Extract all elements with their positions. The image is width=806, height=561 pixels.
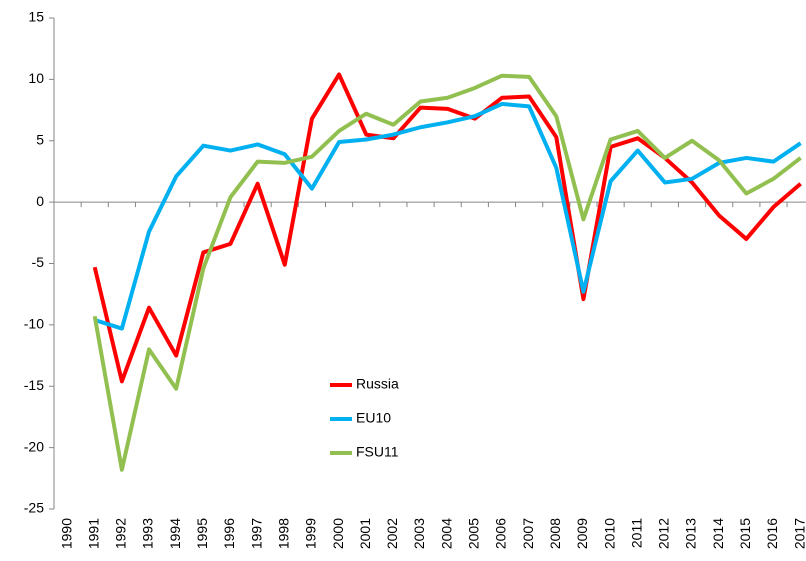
x-tick-label: 1995 xyxy=(194,518,210,549)
x-tick-label: 1999 xyxy=(303,518,319,549)
x-tick-label: 2009 xyxy=(574,518,590,549)
x-tick-label: 2003 xyxy=(411,518,427,549)
x-tick-label: 2013 xyxy=(683,518,699,549)
x-tick-label: 2005 xyxy=(466,518,482,549)
x-tick-label: 1992 xyxy=(113,518,129,549)
x-tick-label: 1993 xyxy=(140,518,156,549)
series-line xyxy=(94,101,802,331)
x-tick-label: 1994 xyxy=(167,518,183,549)
x-tick-label: 2015 xyxy=(737,518,753,549)
x-tick-label: 1998 xyxy=(275,518,291,549)
x-tick-label: 2006 xyxy=(493,518,509,549)
x-tick-label: 2004 xyxy=(438,518,454,549)
y-tick-label: -5 xyxy=(32,254,45,270)
y-tick-label: -10 xyxy=(24,316,44,332)
y-tick-label: 15 xyxy=(28,9,44,25)
x-tick-label: 2012 xyxy=(656,518,672,549)
y-tick-label: -15 xyxy=(24,377,44,393)
y-tick-label: 10 xyxy=(28,70,44,86)
x-tick-label: 2011 xyxy=(628,518,644,548)
x-tick-label: 1990 xyxy=(58,518,74,549)
legend-label: FSU11 xyxy=(356,444,399,460)
x-tick-label: 2000 xyxy=(330,518,346,549)
x-tick-label: 2016 xyxy=(764,518,780,549)
y-tick-label: -20 xyxy=(24,438,44,454)
x-tick-label: 1996 xyxy=(221,518,237,549)
y-tick-label: 0 xyxy=(36,193,44,209)
x-tick-label: 2017 xyxy=(791,518,806,549)
x-tick-label: 2001 xyxy=(357,518,373,549)
y-tick-label: 5 xyxy=(36,131,44,147)
legend-label: EU10 xyxy=(356,410,391,426)
x-tick-label: 2008 xyxy=(547,518,563,549)
legend-label: Russia xyxy=(356,376,399,392)
x-tick-label: 2014 xyxy=(710,518,726,549)
x-tick-label: 2007 xyxy=(520,518,536,549)
x-tick-label: 2002 xyxy=(384,518,400,549)
x-tick-label: 1997 xyxy=(248,518,264,549)
x-tick-label: 1991 xyxy=(85,518,101,549)
y-tick-label: -25 xyxy=(24,500,44,516)
series-line xyxy=(92,73,802,472)
x-tick-label: 2010 xyxy=(601,518,617,549)
